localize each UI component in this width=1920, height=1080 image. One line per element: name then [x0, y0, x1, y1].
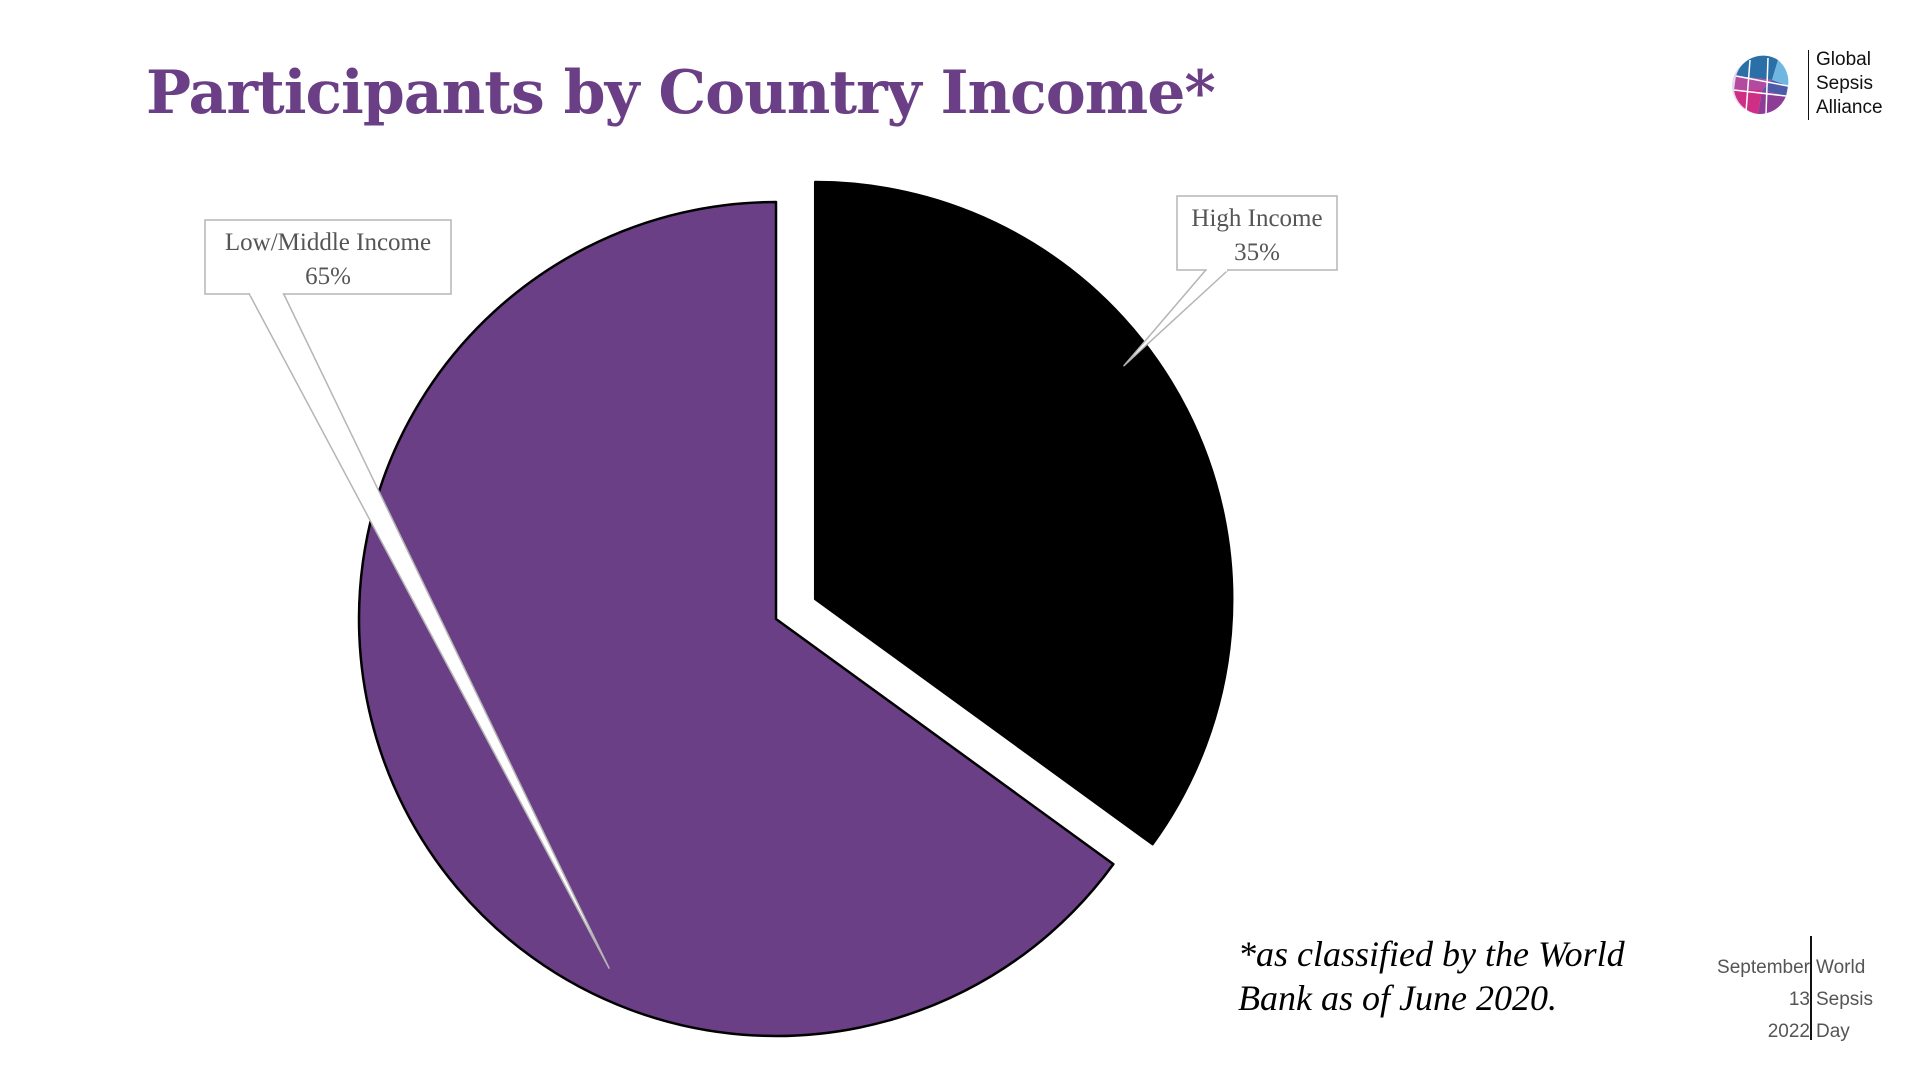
world-sepsis-day-badge: September 13 2022 World Sepsis Day: [1706, 936, 1906, 1048]
footnote: *as classified by the World Bank as of J…: [1238, 932, 1658, 1020]
slice-label-high-income: High Income: [1191, 205, 1322, 232]
global-sepsis-alliance-logo: Global Sepsis Alliance: [1728, 48, 1888, 124]
event-date: September 13 2022: [1717, 952, 1810, 1048]
pie-slice-low-middle-income: [357, 200, 1115, 1038]
callout-high-income: High Income 35%: [1123, 195, 1338, 367]
logo-line-1: Global: [1816, 49, 1871, 70]
event-day: 13: [1788, 989, 1810, 1010]
event-name-line-2: Sepsis: [1816, 989, 1874, 1010]
callout-box-low-middle-income: [204, 219, 452, 295]
logo-line-2: Sepsis: [1816, 73, 1874, 94]
slice-percent-high-income: 35%: [1234, 239, 1280, 266]
event-month: September: [1717, 957, 1810, 978]
event-divider: [1810, 936, 1812, 1040]
footnote-line-1: *as classified by the World: [1238, 934, 1625, 974]
logo-text: Global Sepsis Alliance: [1816, 48, 1883, 120]
chart-title: Participants by Country Income*: [146, 58, 1216, 128]
event-name: World Sepsis Day: [1816, 952, 1873, 1048]
pie-slice-high-income: [813, 180, 1234, 846]
callout-low-middle-income: Low/Middle Income 65%: [204, 219, 610, 969]
callout-box-high-income: [1176, 195, 1338, 271]
callout-pointer-high-income: [1123, 269, 1229, 367]
globe-logo-icon: [1732, 55, 1789, 115]
event-year: 2022: [1767, 1021, 1810, 1042]
footnote-line-2: Bank as of June 2020.: [1238, 978, 1557, 1018]
logo-line-3: Alliance: [1816, 97, 1883, 118]
logo-divider: [1808, 50, 1809, 120]
event-name-line-3: Day: [1816, 1021, 1850, 1042]
slice-label-low-middle-income: Low/Middle Income: [225, 229, 431, 256]
event-name-line-1: World: [1816, 957, 1866, 978]
slice-percent-low-middle-income: 65%: [305, 263, 351, 290]
